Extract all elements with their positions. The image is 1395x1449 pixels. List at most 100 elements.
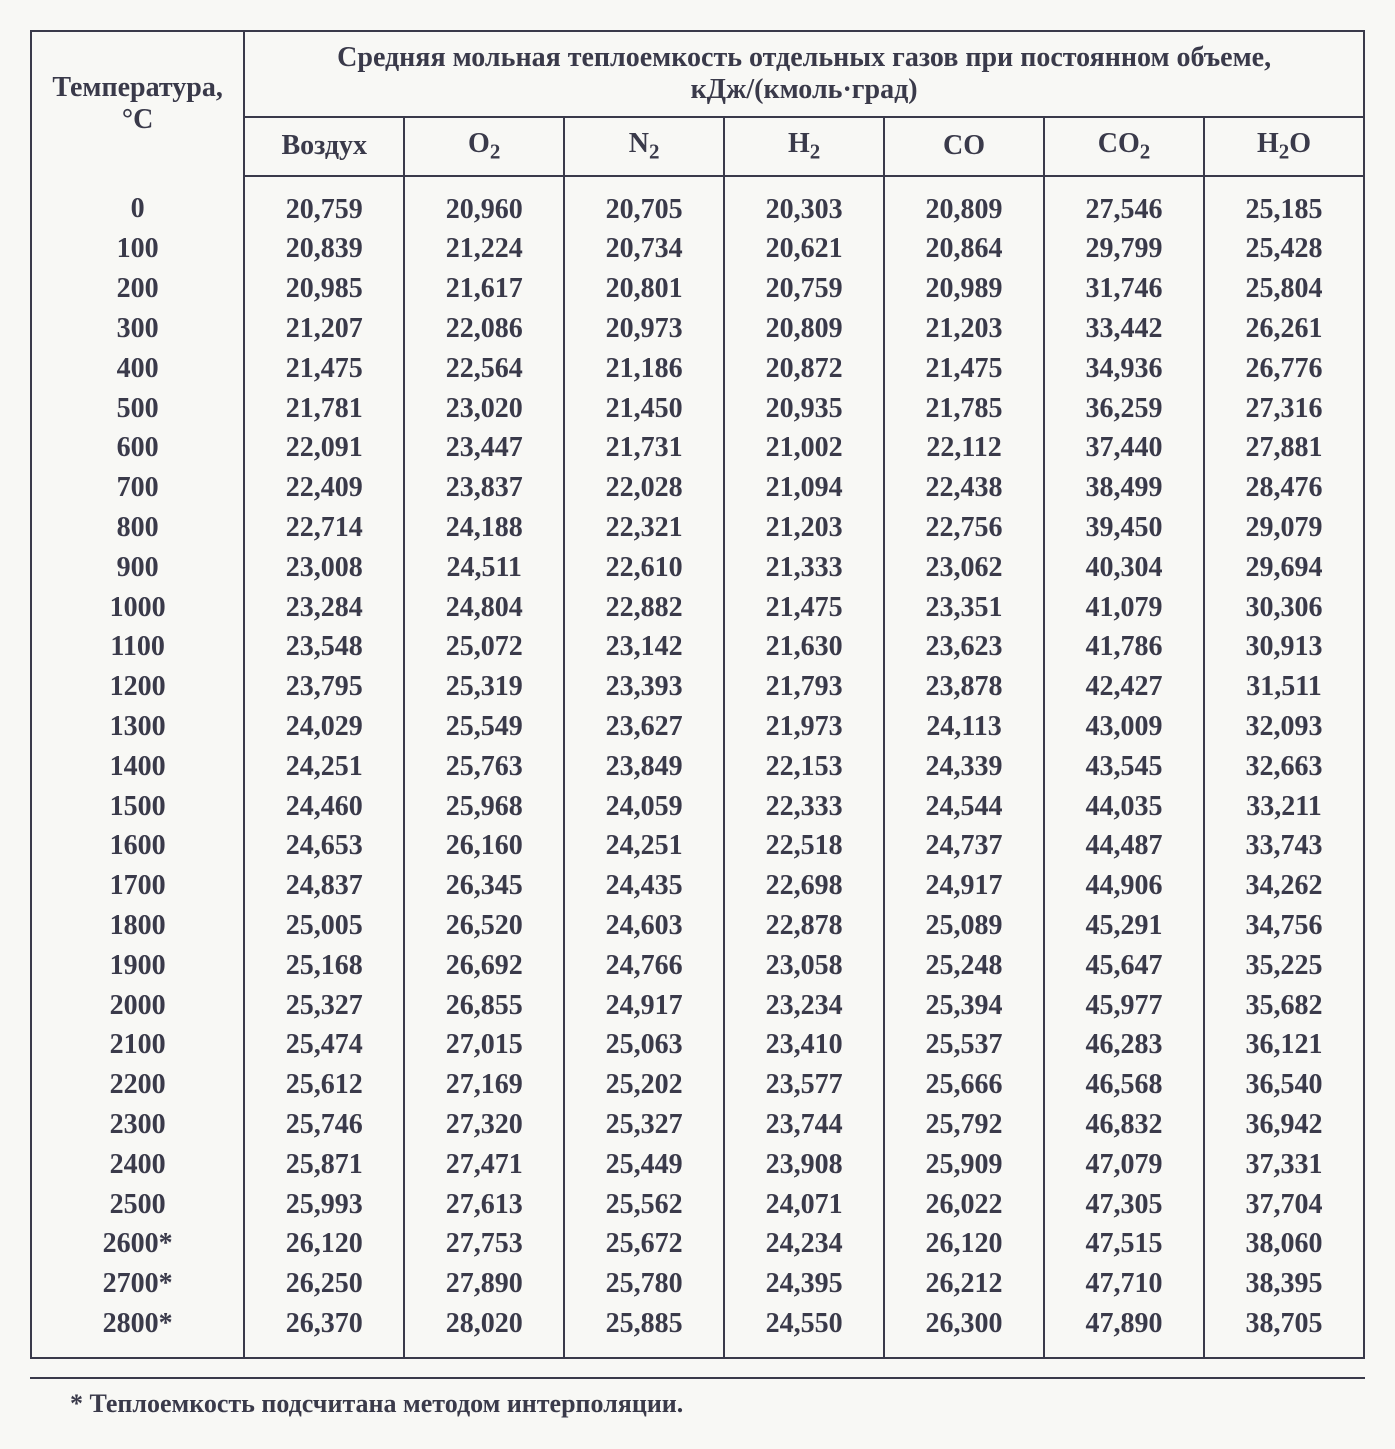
value-cell: 23,577: [724, 1065, 884, 1105]
value-cell: 21,781: [244, 389, 404, 429]
value-cell: 21,203: [884, 309, 1044, 349]
value-cell: 22,610: [564, 548, 724, 588]
value-cell: 24,544: [884, 787, 1044, 827]
temp-cell: 1300: [31, 707, 244, 747]
value-cell: 30,306: [1204, 588, 1364, 628]
value-cell: 24,251: [564, 826, 724, 866]
table-row: 150024,46025,96824,05922,33324,54444,035…: [31, 787, 1364, 827]
value-cell: 22,714: [244, 508, 404, 548]
value-cell: 24,603: [564, 906, 724, 946]
value-cell: 20,303: [724, 176, 884, 230]
value-cell: 24,188: [404, 508, 564, 548]
temp-cell: 1800: [31, 906, 244, 946]
value-cell: 25,072: [404, 627, 564, 667]
value-cell: 22,028: [564, 468, 724, 508]
value-cell: 24,339: [884, 747, 1044, 787]
value-cell: 26,520: [404, 906, 564, 946]
value-cell: 23,234: [724, 986, 884, 1026]
value-cell: 24,435: [564, 866, 724, 906]
value-cell: 25,763: [404, 747, 564, 787]
table-row: 10020,83921,22420,73420,62120,86429,7992…: [31, 229, 1364, 269]
value-cell: 23,058: [724, 946, 884, 986]
value-cell: 20,872: [724, 349, 884, 389]
table-row: 200025,32726,85524,91723,23425,39445,977…: [31, 986, 1364, 1026]
value-cell: 47,710: [1044, 1264, 1204, 1304]
value-cell: 39,450: [1044, 508, 1204, 548]
value-cell: 36,540: [1204, 1065, 1364, 1105]
value-cell: 20,801: [564, 269, 724, 309]
table-row: 120023,79525,31923,39321,79323,87842,427…: [31, 667, 1364, 707]
value-cell: 24,071: [724, 1185, 884, 1225]
value-cell: 20,809: [884, 176, 1044, 230]
value-cell: 25,562: [564, 1185, 724, 1225]
value-cell: 22,878: [724, 906, 884, 946]
value-cell: 26,776: [1204, 349, 1364, 389]
value-cell: 20,759: [244, 176, 404, 230]
value-cell: 38,060: [1204, 1224, 1364, 1264]
value-cell: 22,333: [724, 787, 884, 827]
value-cell: 47,305: [1044, 1185, 1204, 1225]
value-cell: 37,440: [1044, 428, 1204, 468]
value-cell: 25,394: [884, 986, 1044, 1026]
temp-cell: 600: [31, 428, 244, 468]
temp-cell: 1400: [31, 747, 244, 787]
value-cell: 44,906: [1044, 866, 1204, 906]
value-cell: 28,476: [1204, 468, 1364, 508]
value-cell: 45,977: [1044, 986, 1204, 1026]
value-cell: 23,008: [244, 548, 404, 588]
value-cell: 20,734: [564, 229, 724, 269]
value-cell: 23,849: [564, 747, 724, 787]
value-cell: 27,471: [404, 1145, 564, 1185]
value-cell: 38,499: [1044, 468, 1204, 508]
value-cell: 30,913: [1204, 627, 1364, 667]
value-cell: 23,020: [404, 389, 564, 429]
value-cell: 25,885: [564, 1304, 724, 1358]
value-cell: 25,549: [404, 707, 564, 747]
value-cell: 25,005: [244, 906, 404, 946]
value-cell: 23,284: [244, 588, 404, 628]
table-row: 180025,00526,52024,60322,87825,08945,291…: [31, 906, 1364, 946]
value-cell: 22,882: [564, 588, 724, 628]
value-cell: 24,766: [564, 946, 724, 986]
table-row: 20020,98521,61720,80120,75920,98931,7462…: [31, 269, 1364, 309]
value-cell: 22,409: [244, 468, 404, 508]
temp-cell: 700: [31, 468, 244, 508]
value-cell: 42,427: [1044, 667, 1204, 707]
value-cell: 21,203: [724, 508, 884, 548]
value-cell: 23,627: [564, 707, 724, 747]
value-cell: 26,120: [244, 1224, 404, 1264]
value-cell: 26,022: [884, 1185, 1044, 1225]
value-cell: 25,248: [884, 946, 1044, 986]
value-cell: 21,475: [244, 349, 404, 389]
value-cell: 21,475: [884, 349, 1044, 389]
value-cell: 34,936: [1044, 349, 1204, 389]
value-cell: 24,804: [404, 588, 564, 628]
value-cell: 27,316: [1204, 389, 1364, 429]
value-cell: 37,704: [1204, 1185, 1364, 1225]
value-cell: 26,345: [404, 866, 564, 906]
table-row: 250025,99327,61325,56224,07126,02247,305…: [31, 1185, 1364, 1225]
value-cell: 23,447: [404, 428, 564, 468]
value-cell: 36,121: [1204, 1025, 1364, 1065]
value-cell: 47,079: [1044, 1145, 1204, 1185]
value-cell: 24,737: [884, 826, 1044, 866]
temp-cell: 2300: [31, 1105, 244, 1145]
value-cell: 33,743: [1204, 826, 1364, 866]
value-cell: 43,545: [1044, 747, 1204, 787]
table-row: 130024,02925,54923,62721,97324,11343,009…: [31, 707, 1364, 747]
header-col-0: Воздух: [244, 117, 404, 176]
value-cell: 26,855: [404, 986, 564, 1026]
value-cell: 26,370: [244, 1304, 404, 1358]
temp-cell: 2700*: [31, 1264, 244, 1304]
table-row: 140024,25125,76323,84922,15324,33943,545…: [31, 747, 1364, 787]
temp-cell: 2500: [31, 1185, 244, 1225]
value-cell: 21,333: [724, 548, 884, 588]
value-cell: 24,837: [244, 866, 404, 906]
value-cell: 31,511: [1204, 667, 1364, 707]
value-cell: 25,871: [244, 1145, 404, 1185]
value-cell: 37,331: [1204, 1145, 1364, 1185]
value-cell: 24,395: [724, 1264, 884, 1304]
value-cell: 36,942: [1204, 1105, 1364, 1145]
value-cell: 20,960: [404, 176, 564, 230]
value-cell: 25,666: [884, 1065, 1044, 1105]
